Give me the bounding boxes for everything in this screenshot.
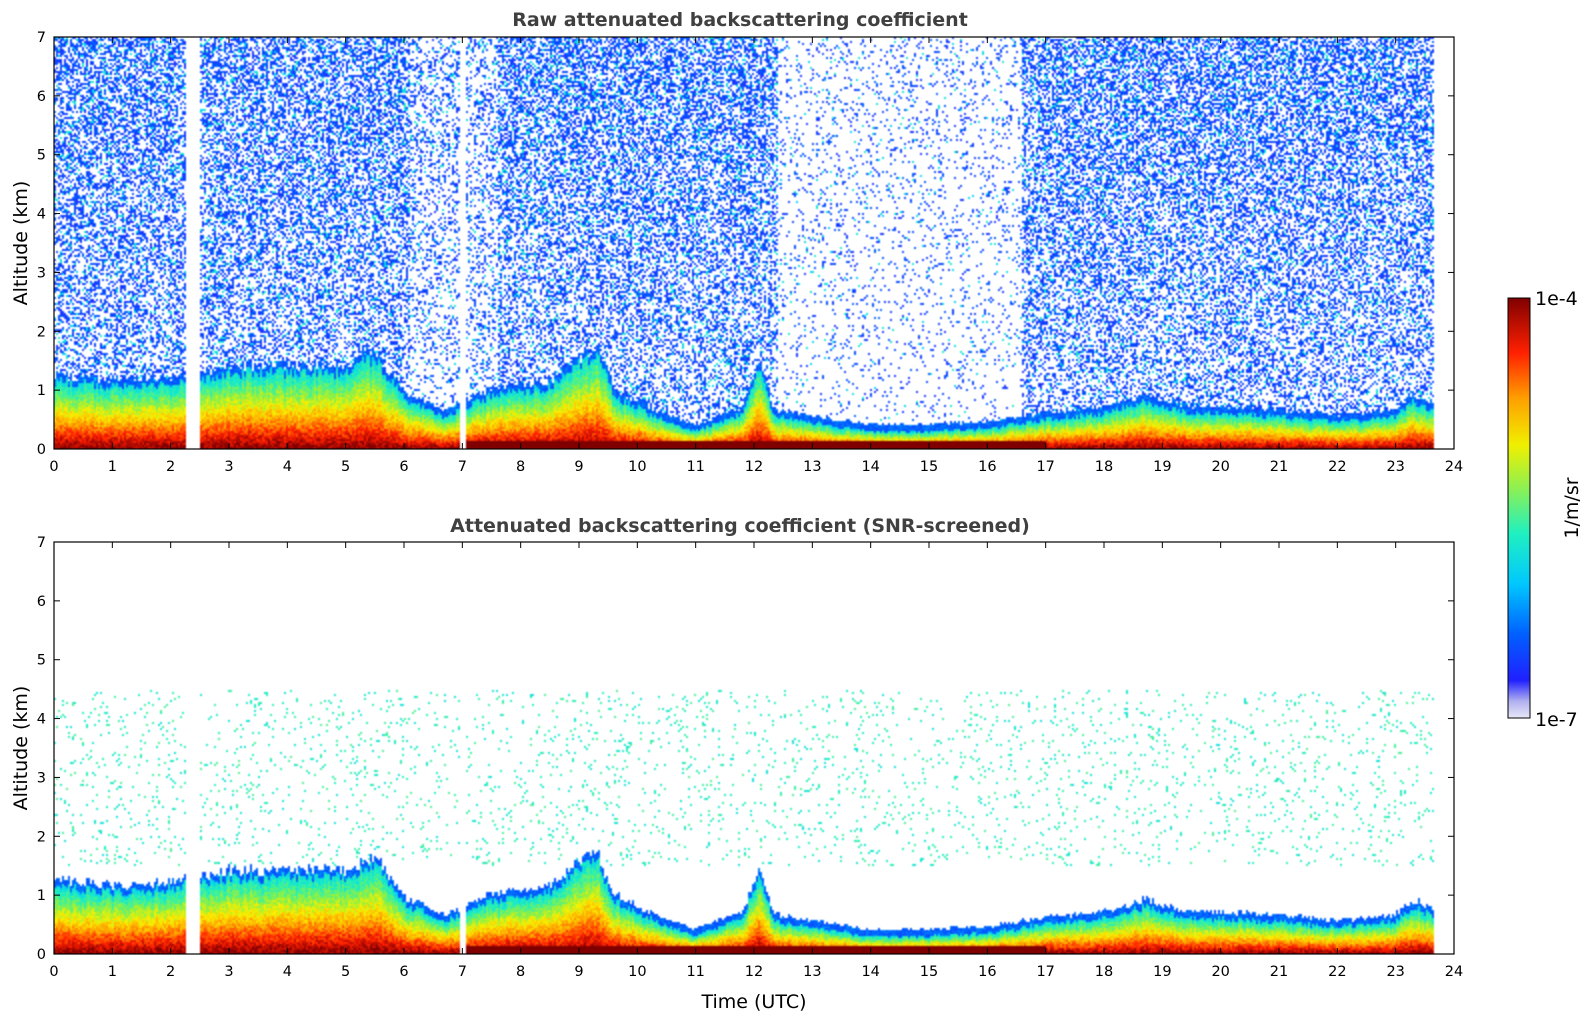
- x-tick-label: 23: [1386, 459, 1404, 475]
- x-tick-label: 1: [108, 964, 117, 980]
- x-tick-label: 5: [341, 964, 350, 980]
- screened-backscatter-heatmap: [54, 542, 1454, 954]
- x-tick-label: 1: [108, 459, 117, 475]
- y-tick-label: 3: [37, 265, 46, 281]
- x-tick-label: 18: [1095, 459, 1113, 475]
- panel1-title: Raw attenuated backscattering coefficien…: [512, 9, 968, 31]
- x-tick-label: 12: [745, 964, 763, 980]
- x-tick-label: 8: [516, 459, 525, 475]
- panel2-y-ticks: 0 1 2 3 4 5 6 7: [37, 535, 1454, 963]
- raw-backscatter-panel: Raw attenuated backscattering coefficien…: [10, 9, 1463, 475]
- y-tick-label: 2: [37, 829, 46, 845]
- y-tick-label: 4: [37, 712, 46, 728]
- x-tick-label: 9: [574, 459, 583, 475]
- x-tick-label: 8: [516, 964, 525, 980]
- y-tick-label: 7: [37, 30, 46, 46]
- x-tick-label: 16: [978, 964, 996, 980]
- x-tick-label: 2: [166, 459, 175, 475]
- colorbar: 1e-4 1e-7 1/m/sr: [1507, 288, 1583, 731]
- screened-backscatter-panel: Attenuated backscattering coefficient (S…: [10, 515, 1463, 1013]
- x-tick-label: 15: [920, 964, 938, 980]
- y-tick-label: 5: [37, 148, 46, 164]
- x-tick-label: 4: [283, 964, 292, 980]
- x-tick-label: 12: [745, 459, 763, 475]
- x-tick-label: 24: [1445, 459, 1463, 475]
- x-tick-label: 6: [399, 459, 408, 475]
- x-tick-label: 4: [283, 459, 292, 475]
- x-tick-label: 10: [628, 964, 646, 980]
- x-tick-label: 19: [1153, 459, 1171, 475]
- x-tick-label: 22: [1328, 964, 1346, 980]
- x-tick-label: 24: [1445, 964, 1463, 980]
- x-tick-label: 7: [458, 964, 467, 980]
- x-tick-label: 10: [628, 459, 646, 475]
- y-tick-label: 2: [37, 324, 46, 340]
- x-tick-label: 14: [861, 964, 879, 980]
- x-tick-label: 22: [1328, 459, 1346, 475]
- y-tick-label: 5: [37, 653, 46, 669]
- x-tick-label: 9: [574, 964, 583, 980]
- x-tick-label: 3: [224, 459, 233, 475]
- x-tick-label: 18: [1095, 964, 1113, 980]
- panel1-y-axis-label: Altitude (km): [10, 181, 32, 306]
- x-tick-label: 2: [166, 964, 175, 980]
- x-tick-label: 3: [224, 964, 233, 980]
- panel2-x-ticks: 0 1 2 3 4 5 6 7 8 9 10 11 12 13 14 15 16 17 18 19 20 21 22 23 24: [49, 542, 1463, 980]
- x-tick-label: 20: [1211, 459, 1229, 475]
- y-tick-label: 0: [37, 947, 46, 963]
- x-tick-label: 16: [978, 459, 996, 475]
- x-tick-label: 14: [861, 459, 879, 475]
- x-tick-label: 11: [686, 964, 704, 980]
- x-tick-label: 11: [686, 459, 704, 475]
- y-tick-label: 3: [37, 770, 46, 786]
- panel2-title: Attenuated backscattering coefficient (S…: [450, 515, 1030, 537]
- x-tick-label: 21: [1270, 964, 1288, 980]
- x-tick-label: 13: [803, 459, 821, 475]
- x-tick-label: 0: [49, 964, 58, 980]
- colorbar-unit-label: 1/m/sr: [1561, 477, 1583, 538]
- panel1-y-ticks: 0 1 2 3 4 5 6 7: [37, 30, 1454, 458]
- colorbar-min-label: 1e-7: [1535, 709, 1578, 731]
- x-tick-label: 17: [1036, 459, 1054, 475]
- y-tick-label: 6: [37, 89, 46, 105]
- raw-backscatter-heatmap: [54, 37, 1454, 449]
- y-tick-label: 1: [37, 888, 46, 904]
- x-tick-label: 6: [399, 964, 408, 980]
- colorbar-gradient: [1507, 297, 1531, 719]
- panel2-y-axis-label: Altitude (km): [10, 686, 32, 811]
- x-tick-label: 23: [1386, 964, 1404, 980]
- y-tick-label: 1: [37, 383, 46, 399]
- x-tick-label: 13: [803, 964, 821, 980]
- y-tick-label: 6: [37, 594, 46, 610]
- x-tick-label: 20: [1211, 964, 1229, 980]
- x-tick-label: 21: [1270, 459, 1288, 475]
- x-tick-label: 5: [341, 459, 350, 475]
- colorbar-max-label: 1e-4: [1535, 288, 1578, 310]
- y-tick-label: 7: [37, 535, 46, 551]
- x-tick-label: 7: [458, 459, 467, 475]
- y-tick-label: 0: [37, 442, 46, 458]
- y-tick-label: 4: [37, 207, 46, 223]
- panel1-x-ticks: 0 1 2 3 4 5 6 7 8 9 10 11 12 13 14 15 16 17 18 19 20 21 22 23 24: [49, 37, 1463, 475]
- x-tick-label: 17: [1036, 964, 1054, 980]
- x-tick-label: 19: [1153, 964, 1171, 980]
- x-axis-label: Time (UTC): [700, 991, 806, 1013]
- x-tick-label: 15: [920, 459, 938, 475]
- x-tick-label: 0: [49, 459, 58, 475]
